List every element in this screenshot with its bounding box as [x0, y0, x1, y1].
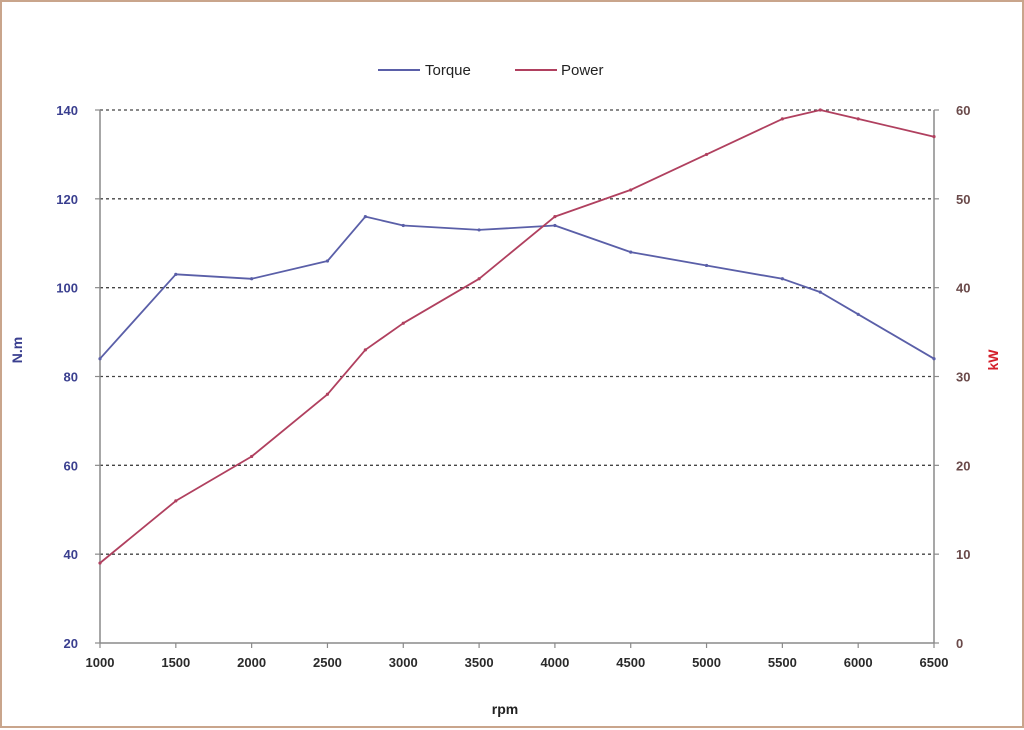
- data-point-power-5000: [704, 152, 709, 157]
- data-point-power-2750: [363, 348, 367, 352]
- data-point-power-6000: [856, 117, 860, 121]
- x-tick-label-3500: 3500: [465, 655, 494, 670]
- data-point-power-4000: [553, 215, 557, 219]
- y-left-tick-label-60: 60: [64, 458, 78, 473]
- data-point-power-4500: [629, 188, 633, 192]
- data-point-torque-2500: [325, 259, 330, 263]
- data-point-power-2000: [250, 454, 254, 459]
- data-point-power-6500: [932, 135, 936, 139]
- data-point-power-3000: [401, 321, 405, 325]
- x-tick-label-1000: 1000: [86, 655, 115, 670]
- x-tick-label-2500: 2500: [313, 655, 342, 670]
- y-right-tick-label-20: 20: [956, 458, 970, 473]
- y-left-tick-label-80: 80: [64, 370, 78, 385]
- x-tick-label-4000: 4000: [540, 655, 569, 670]
- y-axis-left-title: N.m: [9, 337, 25, 363]
- data-point-torque-6500: [932, 357, 936, 361]
- data-point-power-1000: [98, 561, 102, 565]
- data-point-torque-6000: [856, 312, 860, 316]
- y-right-tick-label-10: 10: [956, 547, 970, 562]
- y-right-tick-label-30: 30: [956, 370, 970, 385]
- data-point-torque-2000: [250, 277, 254, 281]
- y-left-tick-label-100: 100: [56, 281, 78, 296]
- data-point-power-5750: [818, 108, 822, 112]
- x-tick-label-4500: 4500: [616, 655, 645, 670]
- data-point-torque-3500: [477, 228, 481, 232]
- x-axis-title: rpm: [492, 701, 518, 717]
- data-point-torque-5750: [818, 290, 822, 294]
- x-tick-label-3000: 3000: [389, 655, 418, 670]
- x-tick-label-1500: 1500: [161, 655, 190, 670]
- data-point-power-2500: [325, 392, 330, 396]
- data-point-power-5500: [780, 117, 784, 121]
- data-point-torque-5000: [704, 263, 709, 268]
- y-left-tick-label-40: 40: [64, 547, 78, 562]
- y-right-tick-label-0: 0: [956, 636, 963, 651]
- data-point-torque-2750: [363, 215, 367, 219]
- x-tick-label-2000: 2000: [237, 655, 266, 670]
- legend: Torque Power: [378, 62, 604, 79]
- data-point-power-3500: [477, 277, 481, 281]
- y-left-tick-label-20: 20: [64, 636, 78, 651]
- x-tick-label-6500: 6500: [920, 655, 949, 670]
- data-point-torque-1000: [98, 357, 102, 361]
- series-line-torque: [99, 215, 935, 360]
- y-axis-right-title: kW: [985, 349, 1001, 371]
- y-right-tick-label-60: 60: [956, 103, 970, 118]
- y-left-tick-label-120: 120: [56, 192, 78, 207]
- data-point-torque-1500: [174, 272, 178, 276]
- x-tick-label-5000: 5000: [692, 655, 721, 670]
- data-point-torque-4000: [553, 223, 557, 228]
- x-tick-label-6000: 6000: [844, 655, 873, 670]
- x-tick-label-5500: 5500: [768, 655, 797, 670]
- legend-torque-label: Torque: [425, 62, 471, 79]
- data-point-torque-4500: [629, 250, 633, 254]
- legend-power-label: Power: [561, 62, 604, 79]
- y-right-tick-label-40: 40: [956, 281, 970, 296]
- data-point-torque-5500: [780, 277, 784, 281]
- y-right-tick-label-50: 50: [956, 192, 970, 207]
- data-point-power-1500: [174, 499, 178, 503]
- y-left-tick-label-140: 140: [56, 103, 78, 118]
- data-point-torque-3000: [401, 223, 405, 228]
- series-line-power: [99, 109, 935, 564]
